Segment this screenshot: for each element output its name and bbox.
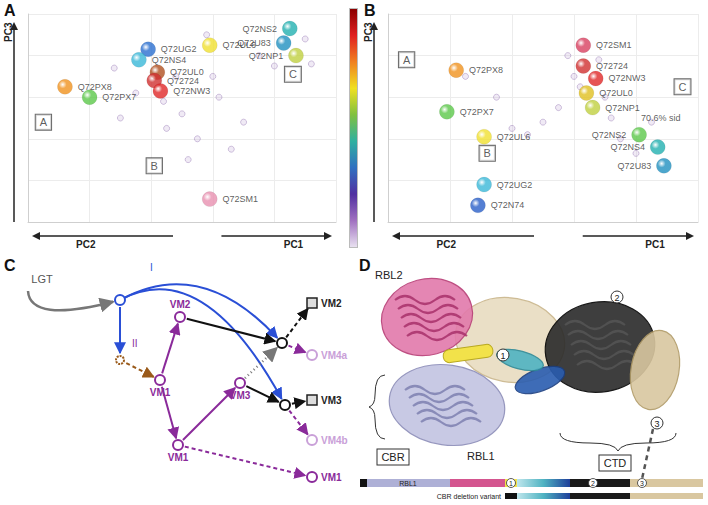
svg-text:Q72UG2: Q72UG2 xyxy=(497,180,533,190)
svg-text:VM2: VM2 xyxy=(321,298,342,309)
svg-text:PC3: PC3 xyxy=(3,22,14,42)
svg-text:VM2: VM2 xyxy=(170,299,191,310)
svg-text:A: A xyxy=(4,2,16,19)
svg-text:B: B xyxy=(151,160,158,172)
svg-text:Q72PX7: Q72PX7 xyxy=(102,92,136,102)
svg-text:Q72NS4: Q72NS4 xyxy=(152,55,187,65)
svg-text:Q72UL0: Q72UL0 xyxy=(170,67,204,78)
svg-text:A: A xyxy=(403,54,411,66)
svg-text:3: 3 xyxy=(654,419,659,429)
svg-text:LGT: LGT xyxy=(31,273,53,285)
svg-text:Q72NP1: Q72NP1 xyxy=(249,51,284,61)
svg-text:C: C xyxy=(289,68,297,80)
svg-text:PC2: PC2 xyxy=(437,239,457,250)
svg-text:Q72U83: Q72U83 xyxy=(618,161,652,171)
svg-text:CBR: CBR xyxy=(381,451,404,463)
svg-text:Q72UG2: Q72UG2 xyxy=(161,44,197,54)
svg-text:1: 1 xyxy=(509,480,513,487)
svg-text:PC1: PC1 xyxy=(645,239,665,250)
svg-text:D: D xyxy=(359,257,371,274)
svg-text:2: 2 xyxy=(591,480,595,487)
svg-text:VM4a: VM4a xyxy=(321,350,348,361)
svg-text:Q72724: Q72724 xyxy=(167,76,199,86)
svg-text:RBL1: RBL1 xyxy=(399,480,417,487)
svg-text:Q72UL6: Q72UL6 xyxy=(497,132,531,142)
svg-text:VM3: VM3 xyxy=(321,395,342,406)
svg-text:VM3: VM3 xyxy=(230,390,251,401)
svg-text:A: A xyxy=(40,116,48,128)
svg-text:B: B xyxy=(364,2,376,19)
svg-text:VM1: VM1 xyxy=(168,452,189,463)
svg-text:VM4b: VM4b xyxy=(321,435,348,446)
svg-text:70.6% sid: 70.6% sid xyxy=(641,113,681,123)
svg-text:C: C xyxy=(4,257,16,274)
svg-text:Q72NW3: Q72NW3 xyxy=(173,86,210,96)
svg-text:PC2: PC2 xyxy=(76,239,96,250)
svg-text:Q72724: Q72724 xyxy=(596,61,628,71)
svg-text:VM1: VM1 xyxy=(150,387,171,398)
svg-text:RBL2: RBL2 xyxy=(375,269,403,281)
svg-text:Q72PX8: Q72PX8 xyxy=(78,82,112,92)
svg-text:CTD: CTD xyxy=(604,457,627,469)
svg-text:Q72PX7: Q72PX7 xyxy=(460,107,494,117)
svg-text:VM1: VM1 xyxy=(321,472,342,483)
svg-text:2: 2 xyxy=(614,293,619,303)
svg-text:3: 3 xyxy=(640,480,644,487)
svg-text:RBL1: RBL1 xyxy=(467,450,495,462)
svg-text:Q72N74: Q72N74 xyxy=(491,200,525,210)
svg-text:Q72NW3: Q72NW3 xyxy=(608,73,645,83)
svg-text:CBR deletion variant: CBR deletion variant xyxy=(437,493,501,500)
svg-text:Q72NS2: Q72NS2 xyxy=(592,130,627,140)
svg-text:PC1: PC1 xyxy=(284,239,304,250)
svg-text:Q72SM1: Q72SM1 xyxy=(222,194,258,204)
svg-text:C: C xyxy=(679,81,687,93)
svg-text:B: B xyxy=(484,147,491,159)
svg-text:Q72U83: Q72U83 xyxy=(237,38,271,48)
svg-text:II: II xyxy=(132,338,138,349)
svg-text:Q72UL0: Q72UL0 xyxy=(599,88,633,98)
svg-text:I: I xyxy=(150,262,153,273)
svg-text:Q72NP1: Q72NP1 xyxy=(605,103,640,113)
svg-text:Q72SM1: Q72SM1 xyxy=(596,40,632,50)
svg-text:Q72PX8: Q72PX8 xyxy=(469,65,503,75)
svg-text:PC3: PC3 xyxy=(363,22,374,42)
svg-text:Q72NS2: Q72NS2 xyxy=(243,24,278,34)
svg-text:1: 1 xyxy=(500,351,505,361)
svg-text:Q72NS4: Q72NS4 xyxy=(610,142,645,152)
